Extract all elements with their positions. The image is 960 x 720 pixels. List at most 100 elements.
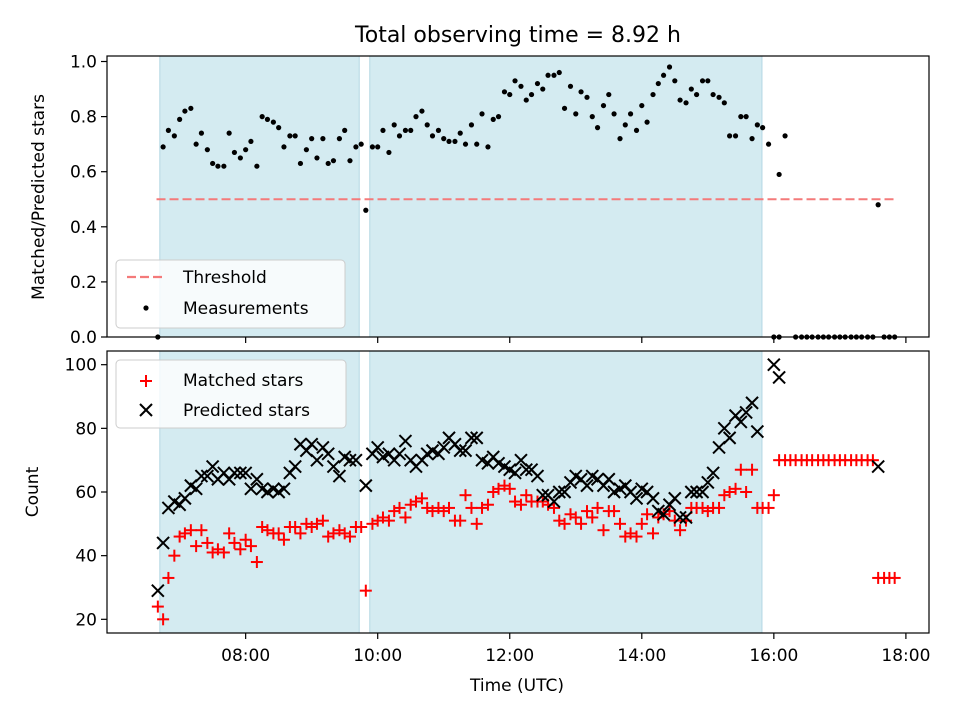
predicted-star-point	[458, 443, 473, 458]
measurement-point	[611, 111, 617, 117]
measurement-point	[639, 102, 645, 109]
predicted-star-point	[552, 485, 566, 499]
predicted-star-point	[557, 485, 572, 499]
matched-star-point	[503, 482, 516, 495]
predicted-star-point	[602, 472, 616, 486]
measurement-point	[413, 114, 419, 120]
predicted-star-point	[178, 491, 192, 506]
top-panel: 0.0 0.2 0.4 0.6 0.8 1.0 Matched/Predicted sta…	[29, 53, 930, 348]
measurement-point	[419, 108, 425, 114]
measurement-point	[749, 136, 755, 142]
predicted-star-point	[288, 459, 302, 474]
measurement-point	[578, 89, 584, 95]
measurement-point	[297, 160, 304, 167]
matched-star-point	[277, 533, 290, 546]
measurement-point	[738, 114, 744, 120]
matched-star-point	[614, 517, 627, 530]
measurement-point	[523, 97, 529, 103]
y-tick-label: 80	[75, 419, 97, 439]
predicted-star-point	[398, 434, 413, 448]
measurement-point	[177, 116, 183, 122]
measurement-point	[303, 147, 309, 153]
predicted-star-point	[767, 357, 781, 372]
matched-star-point	[597, 524, 610, 537]
x-tick-label: 16:00	[749, 646, 798, 666]
y-tick-label: 0.0	[70, 328, 97, 348]
predicted-star-point	[519, 463, 533, 477]
matched-star-point	[729, 482, 742, 495]
measurement-point	[375, 144, 381, 150]
predicted-star-point	[151, 583, 165, 598]
predicted-star-point	[684, 485, 699, 499]
predicted-star-point	[359, 478, 373, 493]
predicted-star-point	[343, 453, 357, 467]
predicted-star-point	[189, 482, 203, 496]
measurement-point	[259, 114, 265, 120]
matched-star-point	[272, 527, 285, 540]
predicted-star-point	[508, 466, 522, 480]
y-tick-label: 0.4	[70, 218, 97, 238]
matched-star-point	[888, 571, 901, 584]
measurement-point	[231, 149, 238, 156]
matched-star-point	[674, 524, 687, 537]
y-tick-label: 20	[75, 610, 97, 630]
x-tick-label: 12:00	[485, 646, 534, 666]
measurement-point	[193, 141, 199, 147]
x-tick-label: 10:00	[353, 646, 402, 666]
measurement-point	[402, 127, 409, 133]
x-tick-label: 08:00	[221, 646, 270, 666]
measurement-point	[666, 64, 673, 70]
predicted-star-point	[530, 469, 545, 483]
chart-title: Total observing time = 8.92 h	[354, 23, 681, 48]
predicted-star-point	[321, 447, 335, 461]
matched-star-point	[734, 463, 747, 476]
measurement-point	[721, 100, 727, 106]
measurement-point	[424, 122, 430, 128]
matched-star-point	[547, 501, 560, 514]
predicted-star-point	[310, 453, 324, 467]
matched-star-point	[415, 492, 428, 505]
predicted-star-point	[205, 459, 220, 474]
measurement-point	[617, 136, 623, 142]
measurement-point	[309, 136, 315, 142]
measurement-point	[875, 202, 881, 208]
predicted-star-point	[370, 440, 385, 455]
measurement-point	[380, 127, 386, 133]
matched-star-point	[443, 501, 456, 514]
top-legend-box	[115, 259, 346, 329]
measurement-point	[677, 97, 683, 103]
matched-star-point	[217, 546, 230, 559]
predicted-star-point	[536, 488, 550, 502]
measurement-point	[672, 78, 678, 84]
predicted-star-point	[717, 421, 732, 436]
matched-star-point	[355, 521, 368, 534]
measurement-point	[254, 163, 260, 169]
top-plot-frame	[106, 55, 930, 338]
measurement-point	[281, 144, 287, 150]
measurement-point	[325, 160, 331, 167]
matched-legend-swatch	[140, 375, 152, 387]
predicted-star-point	[646, 491, 660, 506]
matched-star-point	[465, 501, 478, 514]
measurement-point	[474, 141, 480, 147]
predicted-star-point	[227, 466, 242, 480]
measurement-point	[215, 163, 221, 169]
measurement-point	[644, 119, 650, 125]
measurement-point	[650, 91, 656, 98]
measurement-point	[567, 83, 574, 89]
measurement-point	[490, 116, 496, 122]
measurement-point	[237, 155, 243, 161]
matched-star-point	[393, 501, 406, 514]
predicted-legend-swatch	[139, 403, 153, 417]
measurement-point	[336, 136, 343, 142]
measurement-point	[776, 171, 782, 178]
matched-star-point	[481, 498, 494, 511]
measurement-point	[600, 102, 607, 109]
measurement-point	[551, 72, 557, 78]
predicted-star-point	[453, 443, 467, 458]
measurement-point	[594, 125, 601, 131]
measurement-point	[270, 119, 276, 125]
predicted-star-point	[722, 431, 737, 445]
matched-star-point	[343, 530, 356, 543]
predicted-star-point	[668, 491, 682, 506]
